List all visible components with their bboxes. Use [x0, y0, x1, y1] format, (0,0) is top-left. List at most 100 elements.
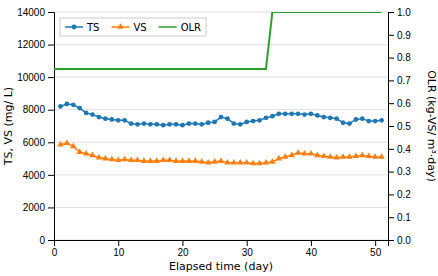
grid-line: [54, 109, 388, 110]
legend-label: OLR: [181, 22, 201, 33]
line: [60, 104, 381, 125]
line: [60, 143, 381, 163]
marker: [173, 157, 179, 163]
tick-label: 20: [177, 247, 189, 258]
tick: 40: [306, 240, 318, 258]
tick-label: 1.0: [397, 7, 411, 18]
series: [58, 102, 384, 128]
marker: [269, 158, 275, 164]
tick: 0.3: [388, 166, 411, 177]
legend-item: TS: [65, 22, 99, 33]
marker: [206, 120, 211, 125]
tick-mark: [388, 12, 394, 13]
tick: 0.9: [388, 30, 411, 41]
tick-label: 6000: [23, 137, 46, 148]
tick-mark: [48, 175, 54, 176]
marker: [199, 122, 204, 127]
tick-mark: [388, 217, 394, 218]
tick-label: 2000: [23, 202, 46, 213]
tick-mark: [48, 45, 54, 46]
marker: [327, 153, 333, 159]
marker: [264, 115, 269, 120]
marker: [122, 118, 127, 123]
tick-label: 0.7: [397, 75, 411, 86]
x-axis: 01020304050: [52, 240, 389, 258]
marker: [257, 118, 262, 123]
marker: [115, 156, 121, 162]
tick-label: 0.2: [397, 189, 411, 200]
x-axis-title: Elapsed time (day): [169, 260, 273, 273]
marker: [341, 120, 346, 125]
y-axis-title: TS, VS (mg/ L): [2, 87, 15, 166]
tick-label: 0.8: [397, 52, 411, 63]
marker: [328, 115, 333, 120]
marker: [174, 122, 179, 127]
marker: [160, 156, 166, 162]
marker: [243, 159, 249, 165]
marker: [102, 155, 108, 161]
grid-line: [54, 207, 388, 208]
tick: 0.4: [388, 144, 411, 155]
tick: 0.6: [388, 98, 411, 109]
tick-mark: [48, 240, 54, 241]
marker: [346, 153, 352, 159]
grid-line: [54, 142, 388, 143]
marker: [379, 118, 384, 123]
marker: [295, 149, 301, 155]
tick: 0.2: [388, 189, 411, 200]
tick-label: 30: [242, 247, 254, 258]
tick-label: 0: [52, 247, 58, 258]
y2-axis-title: OLR (kg-VS/ m³·day): [425, 70, 438, 182]
grid: [54, 12, 388, 240]
tick-mark: [388, 172, 394, 173]
marker: [211, 158, 217, 164]
marker: [302, 112, 307, 117]
marker: [378, 153, 384, 159]
tick: 20: [177, 240, 189, 258]
marker: [186, 121, 191, 126]
marker: [58, 104, 63, 109]
tick-mark: [118, 240, 119, 246]
marker: [205, 159, 211, 165]
tick-mark: [388, 58, 394, 59]
tick: 14000: [17, 7, 54, 18]
marker: [141, 157, 147, 163]
tick-mark: [182, 240, 183, 246]
tick: 0.0: [388, 235, 411, 246]
marker: [97, 115, 102, 120]
marker: [166, 156, 172, 162]
tick: 0: [52, 240, 58, 258]
tick-label: 10: [113, 247, 125, 258]
marker: [366, 152, 372, 158]
tick: 10: [113, 240, 125, 258]
marker: [57, 141, 63, 147]
tick: 8000: [23, 104, 54, 115]
marker: [347, 121, 352, 126]
marker: [154, 122, 159, 127]
marker: [321, 152, 327, 158]
marker: [231, 159, 237, 165]
marker: [276, 111, 281, 116]
marker: [283, 111, 288, 116]
marker: [251, 119, 256, 124]
marker: [238, 122, 243, 127]
marker: [353, 117, 358, 122]
marker: [77, 106, 82, 111]
marker: [179, 157, 185, 163]
tick-mark: [388, 194, 394, 195]
marker: [373, 119, 378, 124]
legend: TSVSOLR: [60, 18, 206, 36]
marker: [333, 154, 339, 160]
tick-mark: [48, 110, 54, 111]
tick: 0.5: [388, 121, 411, 132]
marker: [89, 152, 95, 158]
legend-box: [60, 18, 206, 36]
axis-line: [48, 13, 55, 241]
tick-label: 0: [39, 235, 45, 246]
legend-label: TS: [86, 22, 99, 33]
marker: [334, 116, 339, 121]
marker: [308, 150, 314, 156]
marker: [135, 122, 140, 127]
marker: [225, 116, 230, 121]
marker: [96, 154, 102, 160]
